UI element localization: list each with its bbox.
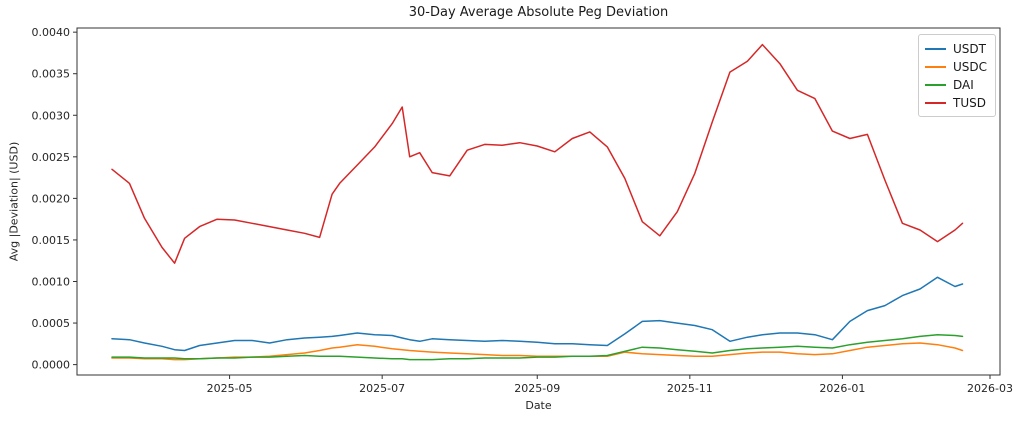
y-tick-label: 0.0010 (32, 275, 71, 288)
legend-label: USDT (953, 42, 986, 56)
legend-label: USDC (953, 60, 988, 74)
plot-frame (76, 27, 1001, 376)
y-tick-label: 0.0015 (32, 234, 71, 247)
y-tick-label: 0.0020 (32, 192, 71, 205)
y-tick-label: 0.0040 (32, 26, 71, 39)
x-tick-label: 2026-03 (967, 382, 1013, 395)
legend: USDT USDC DAI TUSD (918, 34, 996, 117)
y-tick-label: 0.0030 (32, 109, 71, 122)
legend-line-icon (925, 102, 946, 104)
legend-entry-TUSD: TUSD (925, 94, 988, 112)
legend-entry-USDT: USDT (925, 40, 988, 58)
chart-title: 30-Day Average Absolute Peg Deviation (408, 5, 669, 20)
legend-line-icon (925, 66, 946, 68)
legend-line-icon (925, 48, 946, 50)
series-line-TUSD (111, 43, 964, 264)
series-line-DAI (111, 333, 964, 361)
y-tick-label: 0.0005 (32, 317, 71, 330)
y-tick-label: 0.0000 (32, 359, 71, 372)
x-axis-label: Date (525, 399, 552, 412)
y-axis-label: Avg |Deviation| (USD) (7, 141, 21, 262)
legend-line-icon (925, 84, 946, 86)
x-tick-label: 2025-09 (514, 382, 560, 395)
x-tick-label: 2026-01 (819, 382, 865, 395)
y-tick-label: 0.0025 (32, 151, 71, 164)
y-tick-label: 0.0035 (32, 68, 71, 81)
x-tick-label: 2025-07 (359, 382, 405, 395)
legend-entry-DAI: DAI (925, 76, 988, 94)
series-line-USDT (111, 276, 964, 352)
x-tick-label: 2025-11 (667, 382, 713, 395)
x-tick-label: 2025-05 (207, 382, 253, 395)
legend-entry-USDC: USDC (925, 58, 988, 76)
legend-label: TUSD (953, 96, 986, 110)
legend-label: DAI (953, 78, 974, 92)
